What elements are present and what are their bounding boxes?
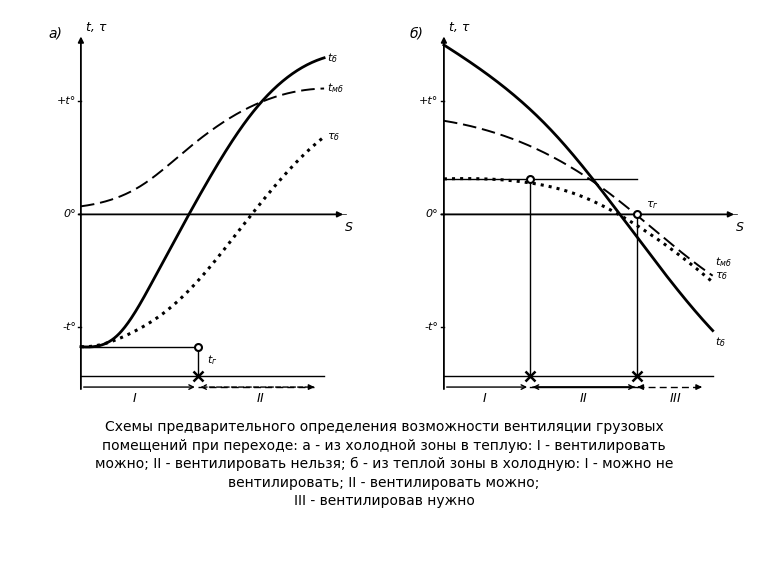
Text: $\tau_б$: $\tau_б$ xyxy=(716,270,729,282)
Text: $II$: $II$ xyxy=(257,392,266,405)
Text: -t°: -t° xyxy=(425,323,439,332)
Text: а): а) xyxy=(49,26,63,40)
Text: $I$: $I$ xyxy=(132,392,137,405)
Text: $I$: $I$ xyxy=(482,392,487,405)
Text: $III$: $III$ xyxy=(669,392,681,405)
Text: 0°: 0° xyxy=(425,210,439,219)
Text: S: S xyxy=(736,221,743,234)
Text: $\tau_б$: $\tau_б$ xyxy=(326,131,339,143)
Text: t, τ: t, τ xyxy=(86,21,106,33)
Text: $t_{мб}$: $t_{мб}$ xyxy=(326,82,343,96)
Text: S: S xyxy=(345,221,353,234)
Text: $\tau_г$: $\tau_г$ xyxy=(645,199,658,211)
Text: -t°: -t° xyxy=(62,323,76,332)
Text: +t°: +t° xyxy=(419,96,439,107)
Text: $t_б$: $t_б$ xyxy=(326,51,337,65)
Text: 0°: 0° xyxy=(63,210,76,219)
Text: б): б) xyxy=(410,26,424,40)
Text: t, τ: t, τ xyxy=(449,21,470,33)
Text: $t_б$: $t_б$ xyxy=(716,335,727,349)
Text: $t_г$: $t_г$ xyxy=(207,353,218,367)
Text: $t_{мб}$: $t_{мб}$ xyxy=(716,255,732,269)
Text: +t°: +t° xyxy=(57,96,76,107)
Text: Схемы предварительного определения возможности вентиляции грузовых
помещений при: Схемы предварительного определения возмо… xyxy=(94,420,674,508)
Text: $II$: $II$ xyxy=(579,392,588,405)
